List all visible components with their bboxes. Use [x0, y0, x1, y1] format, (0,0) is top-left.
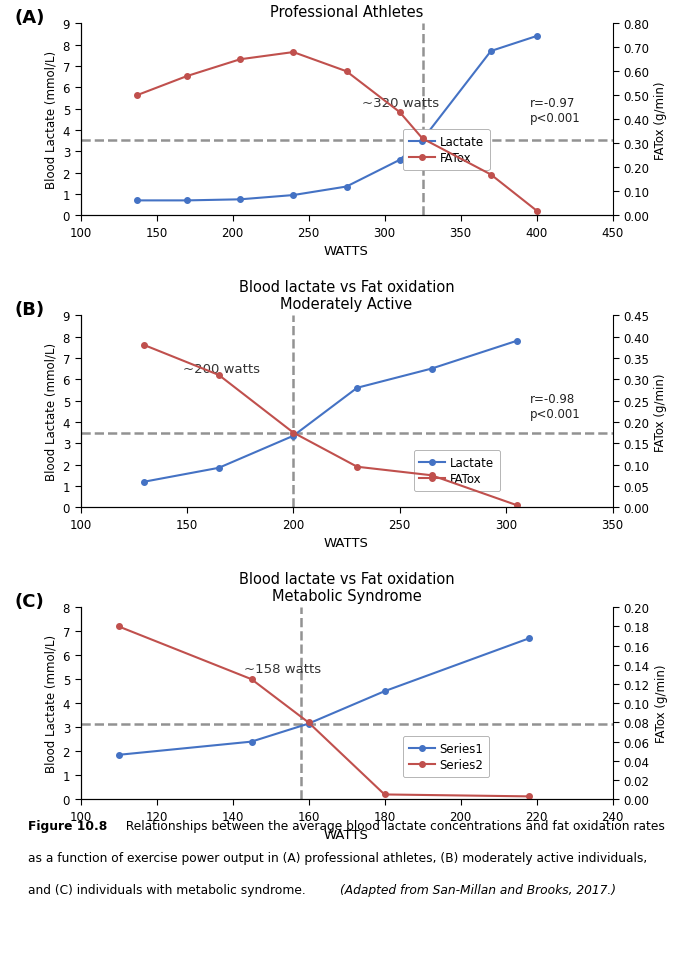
X-axis label: WATTS: WATTS [324, 245, 369, 258]
Title: Blood lactate vs Fat oxidation
Moderately Active: Blood lactate vs Fat oxidation Moderatel… [239, 280, 454, 312]
FATox [140, 340, 148, 352]
Line: Series2: Series2 [116, 624, 532, 799]
Legend: Series1, Series2: Series1, Series2 [403, 736, 489, 777]
Line: Lactate: Lactate [141, 339, 519, 484]
Text: ~158 watts: ~158 watts [244, 663, 321, 675]
Line: FATox: FATox [141, 343, 519, 509]
Text: (Adapted from San-Millan and Brooks, 2017.): (Adapted from San-Millan and Brooks, 201… [340, 883, 615, 895]
Text: ~200 watts: ~200 watts [183, 362, 260, 375]
Lactate [428, 363, 436, 375]
Series2 [304, 717, 313, 729]
Series2 [114, 621, 122, 633]
Legend: Lactate, FATox: Lactate, FATox [403, 130, 489, 172]
Series2 [247, 673, 256, 685]
Text: r=-0.97
p<0.001: r=-0.97 p<0.001 [530, 97, 581, 125]
Lactate [183, 196, 191, 207]
Y-axis label: FATox (g/min): FATox (g/min) [654, 373, 668, 451]
Text: Figure 10.8: Figure 10.8 [28, 819, 107, 831]
Y-axis label: FATox (g/min): FATox (g/min) [654, 81, 668, 159]
FATox [289, 427, 298, 439]
Text: as a function of exercise power output in (A) professional athletes, (B) moderat: as a function of exercise power output i… [28, 851, 648, 863]
Legend: Lactate, FATox: Lactate, FATox [414, 451, 500, 491]
X-axis label: WATTS: WATTS [324, 828, 369, 841]
FATox [512, 500, 521, 512]
Text: Relationships between the average blood lactate concentrations and fat oxidation: Relationships between the average blood … [118, 819, 664, 831]
Lactate [486, 47, 495, 58]
Title: Blood lactate vs Fat oxidation
Professional Athletes: Blood lactate vs Fat oxidation Professio… [239, 0, 454, 20]
Series1 [525, 633, 533, 644]
FATox [428, 470, 436, 482]
Line: Series1: Series1 [116, 636, 532, 758]
FATox [236, 54, 244, 66]
Series2 [525, 791, 533, 802]
Lactate [512, 335, 521, 347]
Text: r=-0.98
p<0.001: r=-0.98 p<0.001 [530, 392, 581, 421]
Lactate [395, 155, 404, 167]
Lactate [419, 135, 427, 146]
Series2 [380, 789, 389, 800]
Text: (C): (C) [14, 592, 43, 610]
Lactate [289, 190, 298, 202]
Series1 [247, 736, 256, 748]
Y-axis label: Blood Lactate (mmol/L): Blood Lactate (mmol/L) [44, 51, 57, 189]
Y-axis label: Blood Lactate (mmol/L): Blood Lactate (mmol/L) [44, 343, 57, 481]
FATox [132, 90, 141, 102]
Series1 [380, 686, 389, 698]
Lactate [140, 477, 148, 488]
Lactate [353, 383, 361, 394]
FATox [183, 71, 191, 82]
X-axis label: WATTS: WATTS [324, 537, 369, 549]
Line: Lactate: Lactate [134, 34, 539, 203]
Y-axis label: FATox (g/min): FATox (g/min) [654, 665, 668, 742]
FATox [395, 108, 404, 119]
Line: FATox: FATox [134, 50, 539, 214]
Y-axis label: Blood Lactate (mmol/L): Blood Lactate (mmol/L) [44, 635, 57, 772]
Text: (A): (A) [14, 9, 44, 27]
FATox [532, 205, 540, 217]
FATox [419, 134, 427, 145]
Lactate [132, 196, 141, 207]
Text: and (C) individuals with metabolic syndrome.: and (C) individuals with metabolic syndr… [28, 883, 309, 895]
Lactate [289, 430, 298, 442]
Lactate [342, 181, 351, 193]
FATox [342, 67, 351, 78]
Series1 [304, 718, 313, 730]
FATox [289, 47, 298, 59]
Text: (B): (B) [14, 300, 44, 319]
Series1 [114, 749, 122, 761]
Lactate [236, 195, 244, 206]
Text: ~320 watts: ~320 watts [362, 97, 439, 110]
FATox [486, 170, 495, 181]
FATox [353, 461, 361, 473]
FATox [215, 370, 223, 382]
Lactate [532, 31, 540, 43]
Lactate [215, 462, 223, 474]
Title: Blood lactate vs Fat oxidation
Metabolic Syndrome: Blood lactate vs Fat oxidation Metabolic… [239, 572, 454, 604]
